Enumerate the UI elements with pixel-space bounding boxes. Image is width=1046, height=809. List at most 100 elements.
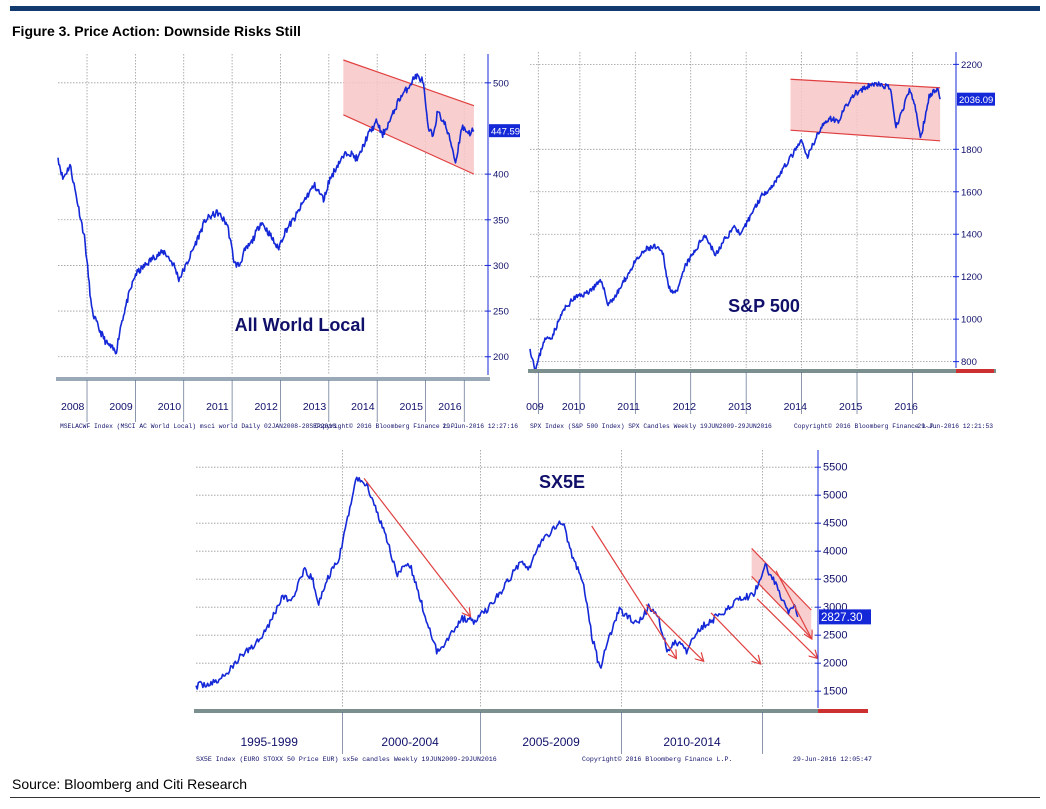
y-tick-label: 200 xyxy=(493,352,509,363)
y-tick-label: 2200 xyxy=(961,60,982,71)
footer-copyright: Copyright© 2016 Bloomberg Finance L.P. xyxy=(582,755,732,763)
source-note: Source: Bloomberg and Citi Research xyxy=(12,776,248,792)
sideways-channel xyxy=(790,78,941,142)
x-tick-label: 2000-2004 xyxy=(381,735,439,749)
y-tick-label: 5500 xyxy=(823,462,847,474)
trend-arrow xyxy=(775,570,811,638)
x-tick-label: 2010 xyxy=(158,401,182,413)
y-tick-label: 2500 xyxy=(823,630,847,642)
x-tick-label: 2012 xyxy=(254,401,278,413)
downtrend-channel xyxy=(751,547,812,639)
x-tick-label: 2010-2014 xyxy=(663,735,721,749)
top-rule xyxy=(10,6,1040,11)
price-series xyxy=(195,476,799,690)
channel-fill xyxy=(751,548,812,638)
chart-title: All World Local xyxy=(235,315,366,335)
x-tick-label: 2009 xyxy=(109,401,133,413)
channel-fill xyxy=(343,60,474,175)
footer-timestamp: 29-Jun-2016 12:05:47 xyxy=(793,756,872,763)
y-tick-label: 2000 xyxy=(823,658,847,670)
x-tick-label: 2016 xyxy=(438,401,462,413)
x-axis-strip-end xyxy=(956,369,994,373)
footer-timestamp: 29-Jun-2016 12:27:16 xyxy=(442,423,518,430)
y-tick-label: 1500 xyxy=(823,686,847,698)
y-tick-label: 1800 xyxy=(961,145,982,156)
footer-description: SX5E Index (EURO STOXX 50 Price EUR) sx5… xyxy=(196,756,497,763)
y-tick-label: 1600 xyxy=(961,187,982,198)
footer-copyright: Copyright© 2016 Bloomberg Finance L.P. xyxy=(794,422,938,430)
x-axis: 2008 2009 2010 2011 2012 2013 2014 2015 2016 xyxy=(56,377,490,422)
x-tick-label: 2014 xyxy=(351,401,375,413)
y-tick-label: 4500 xyxy=(823,518,847,530)
price-series xyxy=(57,73,475,355)
x-tick-label: 2014 xyxy=(784,401,808,413)
gridlines xyxy=(196,450,816,708)
x-tick-label: 2005-2009 xyxy=(522,735,580,749)
current-value-label: 447.593 xyxy=(491,127,520,138)
chart-title: SX5E xyxy=(539,472,585,492)
y-axis: 1500200025003000350040004500500055002827… xyxy=(815,450,871,708)
y-tick-label: 1200 xyxy=(961,272,982,283)
current-value-box xyxy=(489,124,520,138)
y-tick-label: 4000 xyxy=(823,546,847,558)
x-axis: 2009 2010 2011 2012 2013 2014 2015 2016 xyxy=(526,369,996,414)
channel-lower-line xyxy=(751,575,812,639)
channel-upper-line xyxy=(790,78,941,89)
y-tick-label: 1000 xyxy=(961,315,982,326)
y-tick-label: 500 xyxy=(493,78,509,89)
footer-timestamp: 29-Jun-2016 12:21:53 xyxy=(917,423,993,430)
x-tick-label: 1995-1999 xyxy=(240,735,298,749)
price-series xyxy=(529,81,941,374)
x-tick-label: 2009 xyxy=(526,401,544,413)
current-value-box xyxy=(819,609,871,625)
y-tick-label: 350 xyxy=(493,215,509,226)
x-tick-label: 2008 xyxy=(61,401,85,413)
x-axis-strip xyxy=(56,377,490,381)
series-line xyxy=(529,81,941,374)
x-tick-label: 2015 xyxy=(839,401,863,413)
x-axis-strip-end xyxy=(818,709,868,713)
trend-arrow xyxy=(363,478,470,615)
footer-description: SPX Index (S&P 500 Index) SPX Candles We… xyxy=(530,423,772,430)
chart-title: S&P 500 xyxy=(728,296,800,316)
x-tick-label: 2013 xyxy=(728,401,752,413)
x-tick-label: 2010 xyxy=(562,401,586,413)
downtrend-channel xyxy=(343,59,475,175)
current-value-box xyxy=(957,92,995,106)
current-value-label: 2827.30 xyxy=(821,612,863,624)
y-tick-label: 1400 xyxy=(961,230,982,241)
current-value-label: 2036.09 xyxy=(959,95,993,106)
trend-arrow xyxy=(591,525,676,658)
channel-lower-line xyxy=(790,129,941,142)
y-tick-label: 400 xyxy=(493,170,509,181)
x-tick-label: 2016 xyxy=(894,401,918,413)
channel-upper-line xyxy=(751,547,812,611)
trend-arrow xyxy=(645,603,703,660)
x-tick-label: 2011 xyxy=(617,401,640,413)
series-line xyxy=(195,476,799,690)
y-tick-label: 800 xyxy=(961,357,977,368)
x-axis-strip xyxy=(194,709,858,713)
series-line xyxy=(57,73,475,355)
y-tick-label: 5000 xyxy=(823,490,847,502)
gridlines xyxy=(58,54,488,375)
y-tick-label: 300 xyxy=(493,261,509,272)
channel-lower-line xyxy=(343,114,475,175)
x-tick-label: 2015 xyxy=(400,401,424,413)
y-axis: 800 1000 1200 1400 1600 1800 2200 2036.09 xyxy=(953,52,995,368)
gridlines xyxy=(530,52,956,368)
chart-sx5e: 1500200025003000350040004500500055002827… xyxy=(194,450,872,763)
channel-fill xyxy=(790,79,941,141)
footer-description: MSELACWF Index (MSCI AC World Local) msc… xyxy=(60,423,336,430)
figure-title: Figure 3. Price Action: Downside Risks S… xyxy=(12,23,301,39)
channel-upper-line xyxy=(343,59,475,107)
bottom-rule xyxy=(10,797,1040,798)
x-tick-label: 2011 xyxy=(206,401,229,413)
x-axis: 1995-1999 2000-2004 2005-2009 2010-2014 xyxy=(194,709,868,754)
trend-arrow xyxy=(756,598,817,658)
trend-arrow xyxy=(710,612,760,663)
x-tick-label: 2012 xyxy=(673,401,697,413)
y-axis: 200 250 300 350 400 500 447.593 xyxy=(485,54,520,375)
